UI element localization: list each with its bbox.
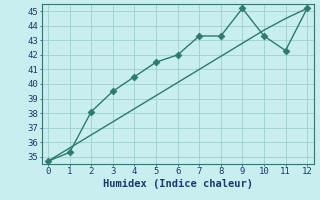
X-axis label: Humidex (Indice chaleur): Humidex (Indice chaleur) <box>103 179 252 189</box>
